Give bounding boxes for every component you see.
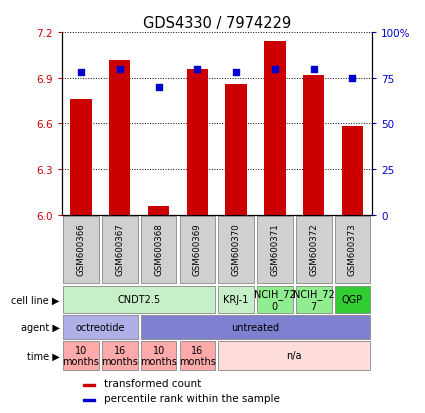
- Point: [78, 70, 85, 76]
- Text: KRJ-1: KRJ-1: [224, 295, 249, 305]
- Bar: [187, 69, 208, 215]
- FancyBboxPatch shape: [141, 315, 370, 339]
- Bar: [71, 100, 92, 215]
- Text: GSM600373: GSM600373: [348, 223, 357, 275]
- FancyBboxPatch shape: [257, 286, 293, 313]
- FancyBboxPatch shape: [102, 217, 138, 284]
- Bar: [148, 206, 169, 215]
- Bar: [83, 384, 95, 387]
- Title: GDS4330 / 7974229: GDS4330 / 7974229: [143, 16, 291, 31]
- Text: GSM600370: GSM600370: [232, 223, 241, 275]
- Text: GSM600366: GSM600366: [76, 223, 85, 275]
- Point: [233, 70, 240, 76]
- Text: transformed count: transformed count: [105, 378, 202, 388]
- FancyBboxPatch shape: [218, 217, 254, 284]
- FancyBboxPatch shape: [257, 217, 293, 284]
- Point: [194, 66, 201, 73]
- FancyBboxPatch shape: [63, 286, 215, 313]
- Bar: [83, 399, 95, 401]
- FancyBboxPatch shape: [296, 286, 332, 313]
- FancyBboxPatch shape: [334, 217, 370, 284]
- FancyBboxPatch shape: [141, 341, 176, 370]
- Text: octreotide: octreotide: [76, 322, 125, 332]
- Text: NCIH_72
0: NCIH_72 0: [254, 288, 296, 311]
- Point: [310, 66, 317, 73]
- FancyBboxPatch shape: [218, 286, 254, 313]
- FancyBboxPatch shape: [102, 341, 138, 370]
- Text: untreated: untreated: [232, 322, 280, 332]
- Bar: [109, 60, 130, 215]
- Bar: [342, 127, 363, 215]
- Text: time ▶: time ▶: [27, 351, 60, 361]
- Point: [272, 66, 278, 73]
- Text: GSM600367: GSM600367: [115, 223, 124, 275]
- Point: [116, 66, 123, 73]
- Text: 10
months: 10 months: [62, 345, 99, 366]
- FancyBboxPatch shape: [63, 315, 138, 339]
- Text: GSM600371: GSM600371: [270, 223, 279, 275]
- Bar: [303, 76, 324, 215]
- Text: GSM600368: GSM600368: [154, 223, 163, 275]
- Text: cell line ▶: cell line ▶: [11, 295, 60, 305]
- Text: 16
months: 16 months: [101, 345, 138, 366]
- Text: n/a: n/a: [286, 351, 302, 361]
- FancyBboxPatch shape: [179, 217, 215, 284]
- Point: [155, 84, 162, 91]
- Text: GSM600372: GSM600372: [309, 223, 318, 275]
- FancyBboxPatch shape: [179, 341, 215, 370]
- FancyBboxPatch shape: [141, 217, 176, 284]
- FancyBboxPatch shape: [63, 217, 99, 284]
- Text: 10
months: 10 months: [140, 345, 177, 366]
- Point: [349, 75, 356, 82]
- FancyBboxPatch shape: [296, 217, 332, 284]
- Text: CNDT2.5: CNDT2.5: [118, 295, 161, 305]
- FancyBboxPatch shape: [63, 341, 99, 370]
- Text: agent ▶: agent ▶: [21, 322, 60, 332]
- Text: 16
months: 16 months: [179, 345, 216, 366]
- Text: QGP: QGP: [342, 295, 363, 305]
- FancyBboxPatch shape: [218, 341, 370, 370]
- Text: NCIH_72
7: NCIH_72 7: [293, 288, 334, 311]
- FancyBboxPatch shape: [334, 286, 370, 313]
- Text: percentile rank within the sample: percentile rank within the sample: [105, 394, 280, 404]
- Bar: [226, 85, 247, 215]
- Bar: [264, 42, 286, 215]
- Text: GSM600369: GSM600369: [193, 223, 202, 275]
